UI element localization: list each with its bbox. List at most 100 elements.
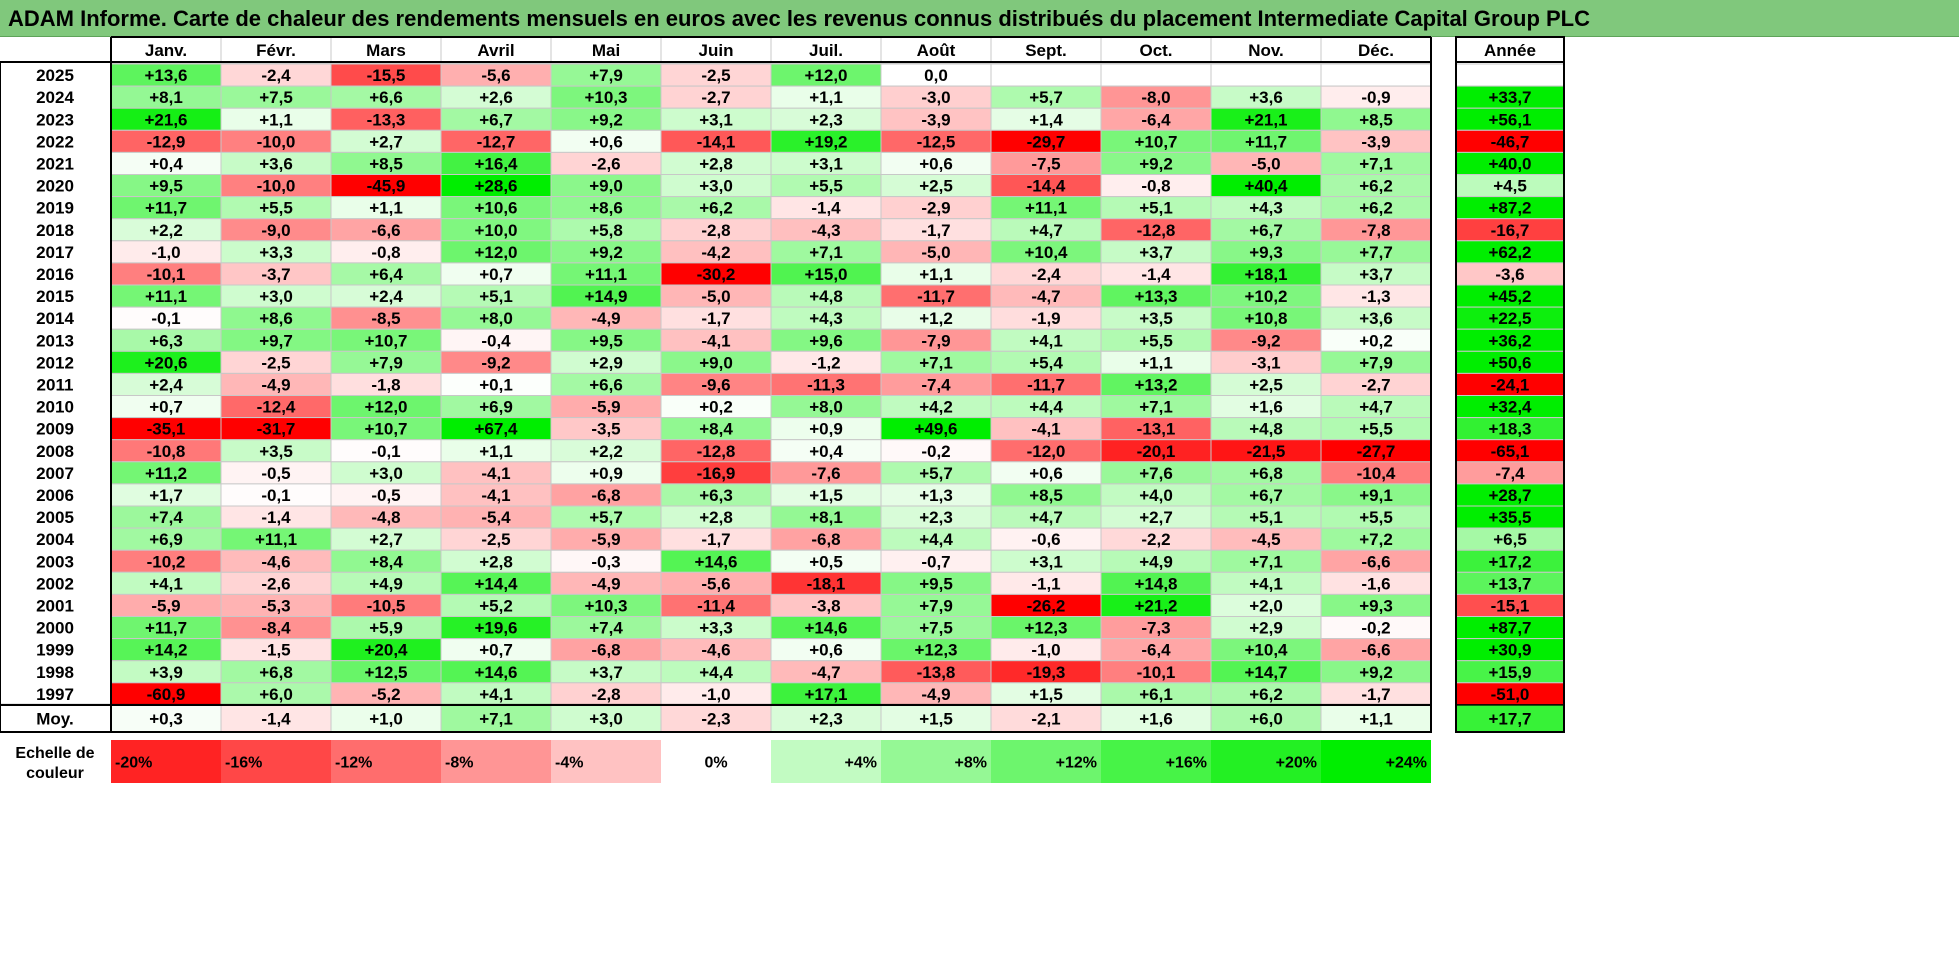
- cell-value: +8,4: [369, 552, 403, 571]
- annual-value: +50,6: [1488, 353, 1531, 372]
- cell-value: -12,8: [1137, 221, 1176, 240]
- year-label: 2018: [36, 221, 74, 240]
- cell-value: +11,7: [145, 199, 187, 218]
- average-value: +1,6: [1139, 710, 1173, 729]
- year-column-header: Année: [1484, 41, 1536, 60]
- cell-value: +7,4: [149, 508, 183, 527]
- cell-value: -5,0: [1251, 154, 1280, 173]
- annual-value: +15,9: [1488, 663, 1531, 682]
- cell-value: +2,5: [919, 177, 953, 196]
- heatmap-cell: [1100, 63, 1212, 87]
- cell-value: -0,1: [261, 486, 290, 505]
- cell-value: -4,9: [591, 309, 620, 328]
- cell-value: +12,3: [1024, 619, 1067, 638]
- cell-value: -2,5: [701, 66, 730, 85]
- month-header-cell: [1210, 36, 1322, 64]
- average-value: -2,1: [1031, 710, 1060, 729]
- color-scale-swatch: [1101, 740, 1211, 783]
- cell-value: +18,1: [1244, 265, 1287, 284]
- cell-value: -6,6: [1361, 641, 1390, 660]
- year-label: 2008: [36, 442, 74, 461]
- cell-value: -10,0: [257, 177, 296, 196]
- cell-value: +17,1: [804, 685, 847, 704]
- cell-value: -12,9: [147, 132, 186, 151]
- annual-value: +32,4: [1488, 398, 1532, 417]
- cell-value: -6,8: [591, 641, 620, 660]
- cell-value: +19,2: [804, 132, 847, 151]
- cell-value: -5,0: [701, 287, 730, 306]
- cell-value: +4,4: [1029, 398, 1063, 417]
- cell-value: -10,5: [367, 596, 406, 615]
- month-header-cell: [1100, 36, 1212, 64]
- cell-value: -4,6: [701, 641, 730, 660]
- cell-value: +0,1: [479, 375, 513, 394]
- month-header-cell: [330, 36, 442, 64]
- cell-value: -2,6: [591, 154, 620, 173]
- cell-value: +1,5: [809, 486, 843, 505]
- cell-value: -0,7: [921, 552, 950, 571]
- cell-value: +14,6: [474, 663, 517, 682]
- cell-value: +3,7: [589, 663, 623, 682]
- cell-value: -13,3: [367, 110, 406, 129]
- cell-value: -12,4: [257, 398, 296, 417]
- cell-value: +21,1: [1244, 110, 1287, 129]
- cell-value: +0,9: [589, 464, 623, 483]
- cell-value: +1,1: [369, 199, 403, 218]
- cell-value: +7,1: [809, 243, 843, 262]
- cell-value: -20,1: [1137, 442, 1176, 461]
- cell-value: +11,1: [1025, 199, 1067, 218]
- year-label: 1997: [36, 685, 74, 704]
- cell-value: +7,9: [369, 353, 403, 372]
- cell-value: -5,9: [591, 398, 620, 417]
- cell-value: +3,0: [699, 177, 733, 196]
- cell-value: +0,2: [1359, 331, 1393, 350]
- cell-value: +6,2: [699, 199, 733, 218]
- cell-value: -18,1: [807, 574, 846, 593]
- cell-value: +2,2: [149, 221, 183, 240]
- cell-value: -4,9: [591, 574, 620, 593]
- cell-value: -3,9: [921, 110, 950, 129]
- cell-value: +10,3: [584, 88, 627, 107]
- cell-value: +5,7: [1029, 88, 1063, 107]
- color-scale-step-label: -16%: [225, 755, 262, 772]
- cell-value: +2,5: [1249, 375, 1283, 394]
- cell-value: +8,4: [699, 420, 733, 439]
- year-label: 2020: [36, 177, 74, 196]
- cell-value: +11,1: [255, 530, 297, 549]
- annual-value: -46,7: [1491, 132, 1530, 151]
- cell-value: -4,1: [481, 486, 510, 505]
- annual-value: -16,7: [1491, 221, 1530, 240]
- cell-value: +7,1: [919, 353, 953, 372]
- annual-value: -65,1: [1491, 442, 1530, 461]
- average-cell: [1100, 704, 1212, 733]
- cell-value: -1,6: [1361, 574, 1390, 593]
- cell-value: +15,0: [804, 265, 847, 284]
- cell-value: +11,2: [145, 464, 187, 483]
- cell-value: -6,4: [1141, 110, 1171, 129]
- cell-value: +5,1: [1249, 508, 1283, 527]
- cell-value: +9,2: [589, 243, 623, 262]
- year-label: 2011: [37, 375, 74, 394]
- cell-value: -1,0: [701, 685, 730, 704]
- cell-value: -7,4: [921, 375, 951, 394]
- cell-value: -5,4: [481, 508, 511, 527]
- cell-value: +7,4: [589, 619, 623, 638]
- cell-value: +12,5: [364, 663, 407, 682]
- cell-value: +0,6: [919, 154, 953, 173]
- cell-value: -7,6: [811, 464, 840, 483]
- cell-value: -29,7: [1027, 132, 1066, 151]
- cell-value: +3,6: [1249, 88, 1283, 107]
- annual-value: +18,3: [1488, 420, 1531, 439]
- color-scale-step-label: 0%: [704, 755, 727, 772]
- annual-border: [1455, 36, 1565, 733]
- cell-value: +3,9: [149, 663, 183, 682]
- cell-value: +7,1: [1359, 154, 1393, 173]
- cell-value: +14,4: [474, 574, 518, 593]
- cell-value: -0,2: [921, 442, 950, 461]
- cell-value: +6,7: [479, 110, 513, 129]
- cell-value: +6,6: [369, 88, 403, 107]
- cell-value: -2,2: [1141, 530, 1170, 549]
- cell-value: +0,6: [1029, 464, 1063, 483]
- color-scale-swatch: [1211, 740, 1321, 783]
- cell-value: +4,7: [1029, 508, 1063, 527]
